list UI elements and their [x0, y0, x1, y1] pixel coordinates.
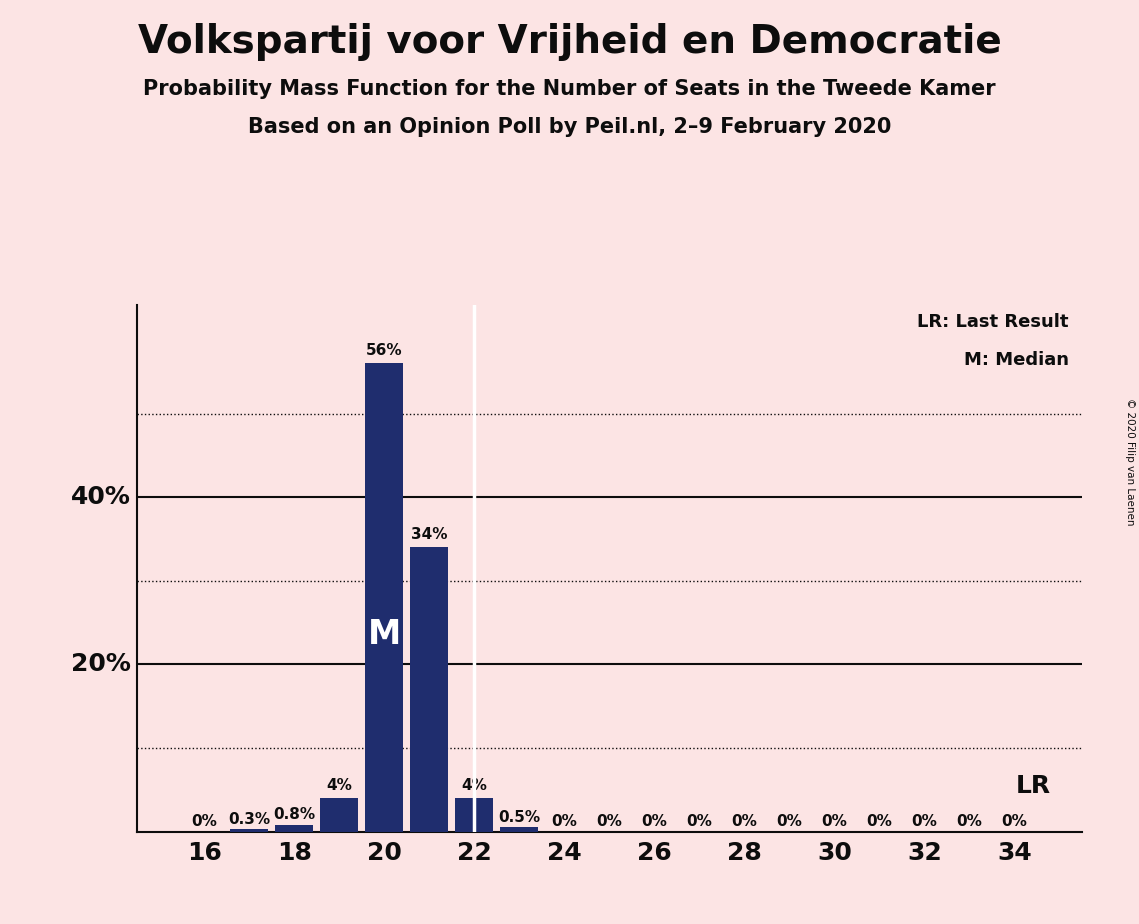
Text: Volkspartij voor Vrijheid en Democratie: Volkspartij voor Vrijheid en Democratie — [138, 23, 1001, 61]
Text: 0.3%: 0.3% — [228, 811, 270, 827]
Text: Based on an Opinion Poll by Peil.nl, 2–9 February 2020: Based on an Opinion Poll by Peil.nl, 2–9… — [248, 117, 891, 138]
Text: 0%: 0% — [641, 814, 667, 829]
Text: 4%: 4% — [326, 778, 352, 793]
Text: 0.8%: 0.8% — [273, 808, 316, 822]
Text: 0%: 0% — [777, 814, 802, 829]
Text: LR: Last Result: LR: Last Result — [917, 313, 1068, 332]
Text: 40%: 40% — [71, 485, 131, 509]
Bar — [320, 798, 359, 832]
Text: 20%: 20% — [71, 652, 131, 676]
Bar — [366, 363, 403, 832]
Text: Probability Mass Function for the Number of Seats in the Tweede Kamer: Probability Mass Function for the Number… — [144, 79, 995, 99]
Text: 0%: 0% — [687, 814, 712, 829]
Text: M: M — [368, 618, 401, 651]
Text: 0%: 0% — [867, 814, 893, 829]
Text: 0%: 0% — [957, 814, 983, 829]
Text: 0%: 0% — [551, 814, 577, 829]
Text: LR: LR — [1015, 773, 1050, 797]
Bar — [500, 827, 539, 832]
Text: 0.5%: 0.5% — [498, 810, 540, 825]
Text: 4%: 4% — [461, 778, 487, 793]
Bar — [276, 825, 313, 832]
Text: 0%: 0% — [597, 814, 622, 829]
Bar — [410, 547, 449, 832]
Text: © 2020 Filip van Laenen: © 2020 Filip van Laenen — [1125, 398, 1134, 526]
Text: 0%: 0% — [821, 814, 847, 829]
Text: 0%: 0% — [731, 814, 757, 829]
Text: 0%: 0% — [1001, 814, 1027, 829]
Text: M: Median: M: Median — [964, 351, 1068, 369]
Text: 56%: 56% — [366, 344, 402, 359]
Text: 34%: 34% — [411, 528, 448, 542]
Bar — [456, 798, 493, 832]
Bar — [230, 829, 269, 832]
Text: 0%: 0% — [191, 814, 218, 829]
Text: 0%: 0% — [911, 814, 937, 829]
